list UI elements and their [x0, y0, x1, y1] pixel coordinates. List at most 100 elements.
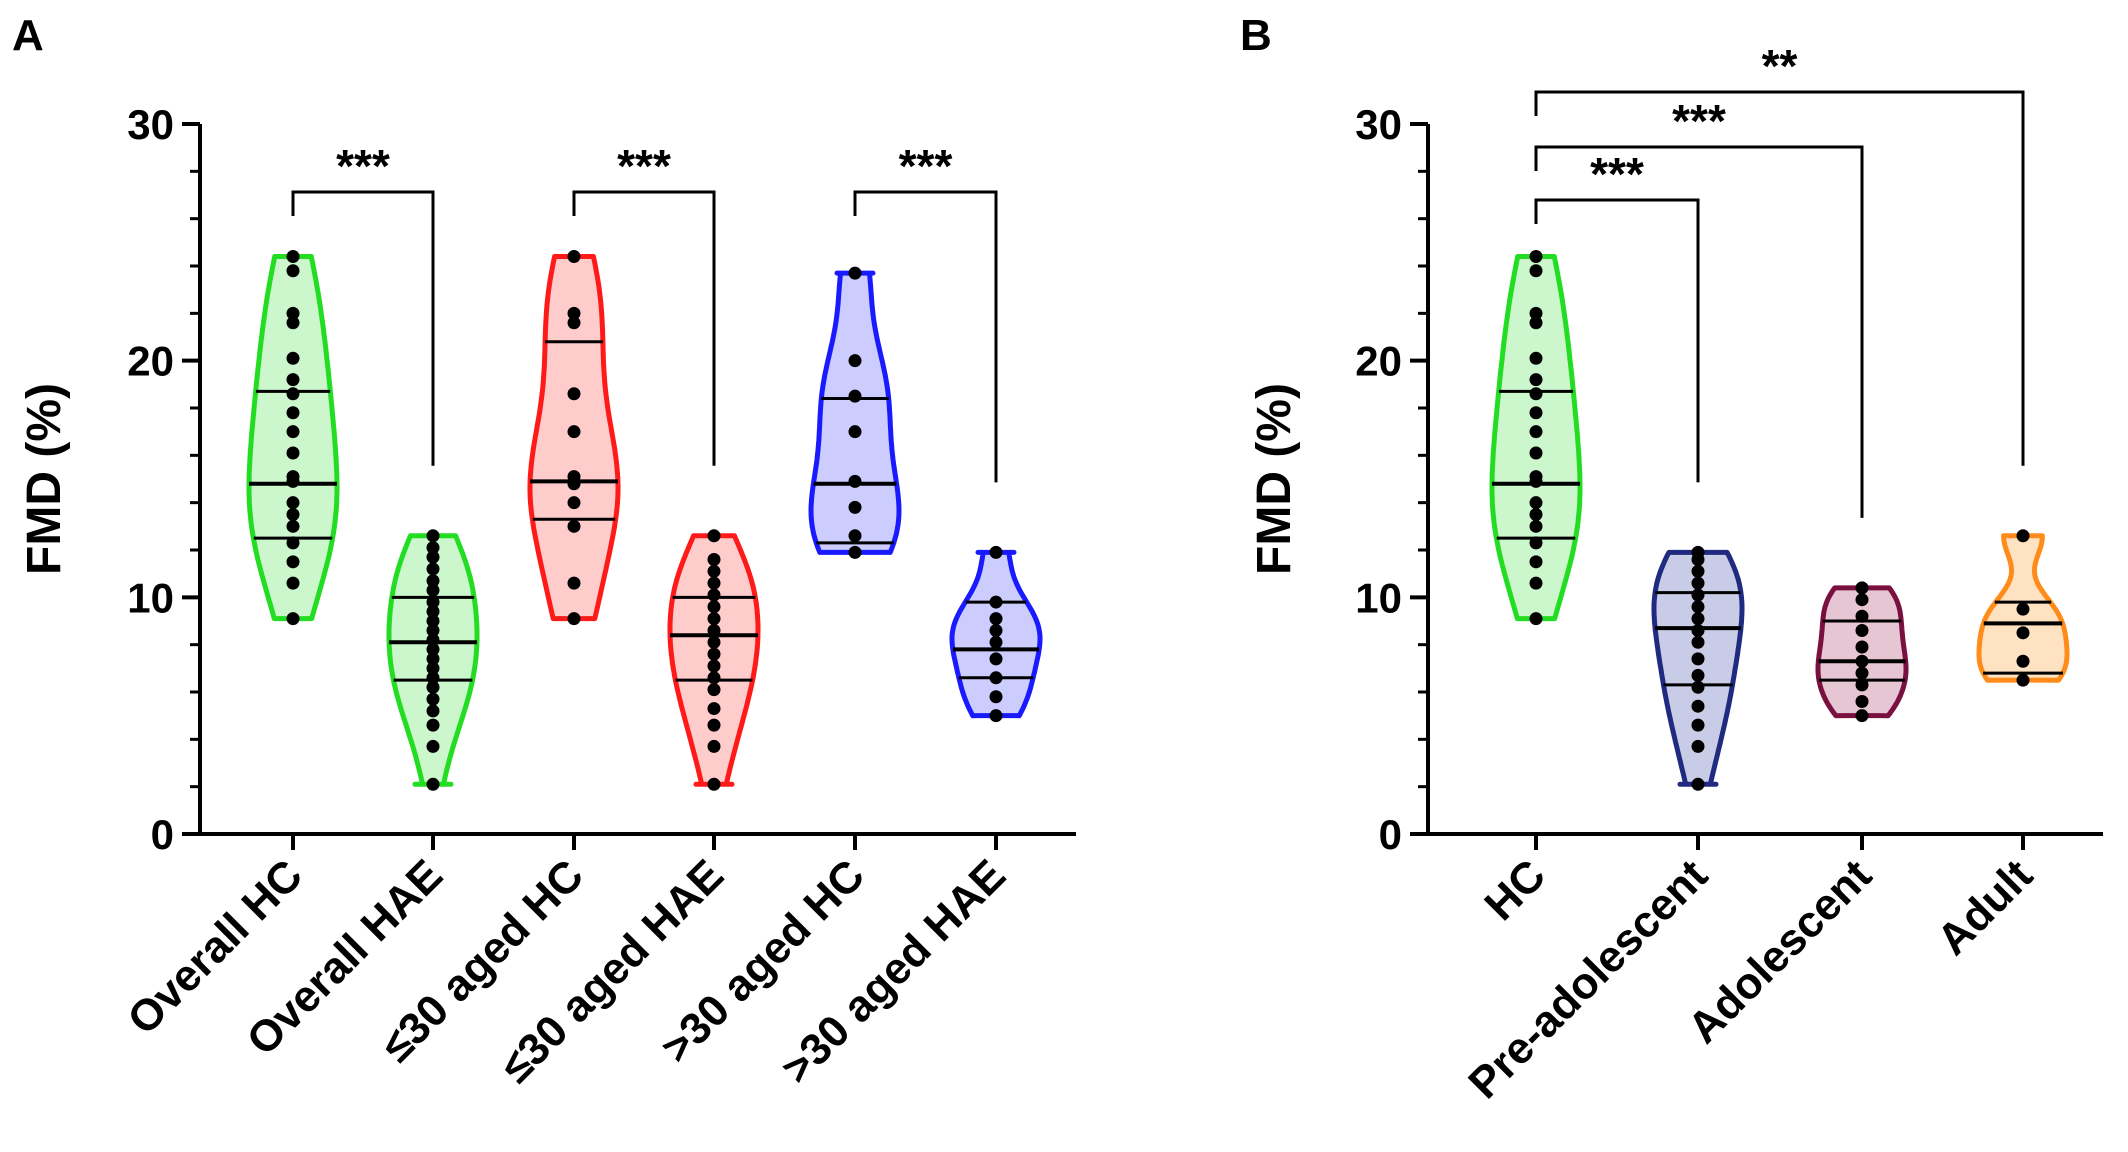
- data-point: [426, 652, 440, 666]
- data-point: [1691, 739, 1705, 753]
- data-point: [286, 612, 300, 626]
- data-point: [286, 536, 300, 550]
- data-point: [848, 389, 862, 403]
- data-point: [286, 508, 300, 521]
- significance-label: ***: [899, 140, 953, 192]
- data-point: [989, 671, 1003, 685]
- data-point: [286, 387, 300, 401]
- bracket-line: [1534, 145, 1864, 518]
- data-point: [286, 264, 300, 278]
- x-tick-label: Adult: [1928, 850, 2042, 964]
- data-point: [1691, 668, 1705, 682]
- data-point: [1529, 519, 1543, 533]
- data-point: [1691, 576, 1705, 590]
- data-point: [1529, 496, 1543, 510]
- violin-group: [386, 529, 480, 791]
- data-point: [1855, 581, 1869, 595]
- data-point: [1529, 508, 1543, 521]
- data-point: [1691, 564, 1705, 578]
- data-point: [1529, 446, 1543, 460]
- data-point: [426, 777, 440, 791]
- data-point: [2016, 626, 2030, 640]
- data-point: [989, 635, 1003, 649]
- data-point: [989, 595, 1003, 609]
- data-point: [1529, 387, 1543, 401]
- data-point: [567, 316, 581, 330]
- y-tick-label: 20: [1355, 338, 1402, 385]
- data-point: [2016, 654, 2030, 668]
- bracket-line: [1534, 90, 2025, 466]
- data-point: [426, 718, 440, 732]
- data-point: [426, 541, 440, 555]
- data-point: [848, 474, 862, 488]
- significance-label: **: [1762, 40, 1798, 92]
- data-point: [707, 623, 721, 637]
- violin-group: [949, 545, 1043, 723]
- data-point: [1855, 640, 1869, 654]
- data-point: [426, 562, 440, 576]
- significance-bracket: ***: [1534, 148, 1700, 483]
- data-point: [286, 351, 300, 365]
- data-point: [707, 647, 721, 661]
- data-point: [707, 702, 721, 716]
- data-point: [426, 671, 440, 685]
- data-point: [1855, 654, 1869, 668]
- data-point: [707, 683, 721, 697]
- data-point: [707, 659, 721, 673]
- violin-group: [1651, 545, 1745, 791]
- data-point: [1529, 536, 1543, 550]
- panel-label: A: [12, 11, 44, 60]
- y-tick-label: 0: [1379, 811, 1402, 858]
- data-point: [1691, 588, 1705, 602]
- data-point: [989, 612, 1003, 626]
- data-point: [707, 635, 721, 649]
- data-point: [1691, 652, 1705, 666]
- data-point: [848, 529, 862, 543]
- data-point: [848, 354, 862, 368]
- data-point: [1529, 474, 1543, 488]
- data-point: [989, 623, 1003, 637]
- data-point: [1855, 593, 1869, 607]
- data-point: [1529, 576, 1543, 590]
- data-point: [426, 704, 440, 718]
- data-point: [426, 680, 440, 694]
- data-point: [1529, 612, 1543, 626]
- data-point: [426, 595, 440, 609]
- data-point: [1691, 777, 1705, 791]
- y-tick-label: 20: [127, 338, 174, 385]
- data-point: [567, 425, 581, 439]
- data-point: [426, 661, 440, 675]
- data-point: [2016, 529, 2030, 543]
- data-point: [1691, 552, 1705, 566]
- data-point: [989, 545, 1003, 559]
- data-point: [707, 552, 721, 566]
- y-tick-label: 10: [1355, 574, 1402, 621]
- data-point: [1855, 694, 1869, 708]
- data-point: [1529, 555, 1543, 569]
- data-point: [286, 406, 300, 420]
- data-point: [707, 588, 721, 602]
- data-point: [707, 671, 721, 685]
- data-point: [286, 250, 300, 264]
- data-point: [286, 555, 300, 569]
- data-point: [567, 387, 581, 401]
- data-point: [426, 692, 440, 706]
- significance-bracket: **: [1534, 40, 2025, 466]
- y-tick-label: 30: [127, 101, 174, 148]
- data-point: [426, 574, 440, 588]
- panel-label: B: [1240, 11, 1272, 60]
- significance-bracket: ***: [853, 140, 998, 483]
- significance-label: ***: [1590, 148, 1644, 200]
- data-point: [286, 373, 300, 387]
- violin-body: [1651, 549, 1745, 787]
- data-point: [286, 496, 300, 510]
- data-point: [1691, 612, 1705, 626]
- y-tick-label: 10: [127, 574, 174, 621]
- data-point: [426, 529, 440, 543]
- data-point: [1855, 666, 1869, 680]
- data-point: [1691, 718, 1705, 732]
- data-point: [989, 652, 1003, 666]
- data-point: [567, 519, 581, 533]
- violin-group: [246, 250, 340, 626]
